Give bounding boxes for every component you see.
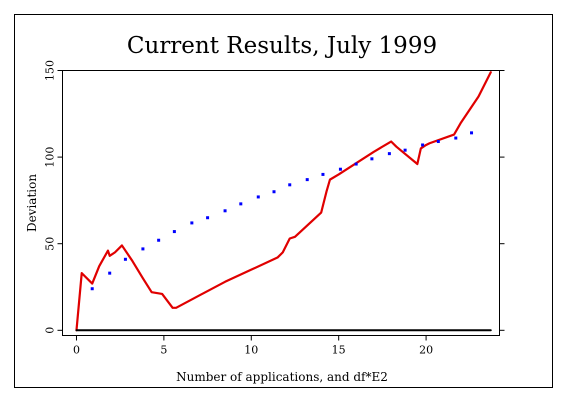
expected-point bbox=[354, 162, 358, 166]
expected-point bbox=[470, 131, 474, 135]
expected-point bbox=[454, 136, 458, 140]
expected-point bbox=[157, 238, 161, 242]
y-axis-label: Deviation bbox=[25, 174, 39, 232]
x-tick-label: 15 bbox=[332, 344, 346, 357]
expected-point bbox=[387, 152, 391, 156]
expected-point bbox=[108, 271, 112, 275]
expected-point bbox=[141, 247, 145, 251]
data-marks bbox=[75, 71, 492, 332]
x-axis-label: Number of applications, and df*E2 bbox=[176, 370, 388, 384]
plot-area bbox=[62, 70, 500, 336]
expected-point bbox=[305, 178, 309, 182]
deviation-line bbox=[75, 71, 492, 332]
expected-point bbox=[239, 202, 243, 206]
y-tick-label: 0 bbox=[44, 327, 57, 334]
expected-point bbox=[206, 216, 210, 220]
expected-point bbox=[272, 190, 276, 194]
outer-frame bbox=[14, 14, 553, 388]
expected-point bbox=[421, 143, 425, 147]
expected-point bbox=[90, 287, 94, 291]
expected-point bbox=[403, 148, 407, 152]
expected-point bbox=[172, 230, 176, 234]
x-tick-label: 10 bbox=[244, 344, 258, 357]
expected-point bbox=[338, 167, 342, 171]
chart-title: Current Results, July 1999 bbox=[127, 33, 437, 59]
axes: 0 5 10 15 20 0 50 100 150 bbox=[44, 60, 505, 357]
expected-point bbox=[436, 140, 440, 144]
expected-point bbox=[123, 257, 127, 261]
expected-point bbox=[223, 209, 227, 213]
x-tick-label: 0 bbox=[73, 344, 80, 357]
expected-point bbox=[256, 195, 260, 199]
x-tick-label: 5 bbox=[160, 344, 167, 357]
y-tick-label: 150 bbox=[44, 60, 57, 81]
expected-point bbox=[321, 172, 325, 176]
y-tick-label: 100 bbox=[44, 147, 57, 168]
y-tick-label: 50 bbox=[44, 237, 57, 251]
expected-point bbox=[288, 183, 292, 187]
expected-point bbox=[190, 221, 194, 225]
x-tick-label: 20 bbox=[419, 344, 433, 357]
expected-point bbox=[370, 157, 374, 161]
